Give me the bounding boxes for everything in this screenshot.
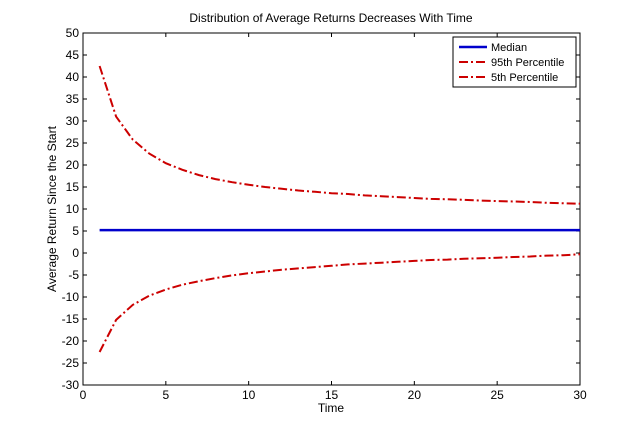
series-layer <box>98 65 581 353</box>
x-tick-label: 5 <box>162 388 169 402</box>
legend-label: 95th Percentile <box>491 57 564 69</box>
x-tick-label: 20 <box>408 388 422 402</box>
y-tick-label: 15 <box>66 180 80 194</box>
y-tick-label: 5 <box>72 224 79 238</box>
x-tick-label: 0 <box>80 388 87 402</box>
y-tick-label: 30 <box>66 114 80 128</box>
y-tick-label: 50 <box>66 26 80 40</box>
y-tick-label: -15 <box>62 312 80 326</box>
y-tick-label: 45 <box>66 48 80 62</box>
x-tick-label: 10 <box>242 388 256 402</box>
x-axis-label: Time <box>318 401 345 415</box>
legend-label: 5th Percentile <box>491 72 558 84</box>
legend-label: Median <box>491 42 527 54</box>
y-axis-ticks: -30 -25 -20 -15 -10 -5 0 5 10 15 20 25 30 35 40 45 50 <box>62 26 580 392</box>
x-axis-ticks: 0 5 10 15 20 25 30 <box>80 33 587 402</box>
chart-title: Distribution of Average Returns Decrease… <box>189 11 473 25</box>
y-tick-label: -25 <box>62 356 80 370</box>
series-line-95th-percentile <box>98 65 581 205</box>
x-tick-label: 25 <box>490 388 504 402</box>
y-tick-label: 40 <box>66 70 80 84</box>
y-tick-label: -30 <box>62 378 80 392</box>
legend: Median 95th Percentile 5th Percentile <box>452 36 577 88</box>
legend-box <box>452 36 577 88</box>
y-tick-label: 10 <box>66 202 80 216</box>
x-tick-label: 15 <box>325 388 339 402</box>
y-tick-label: -20 <box>62 334 80 348</box>
x-tick-label: 30 <box>573 388 587 402</box>
y-tick-label: -5 <box>68 268 79 282</box>
y-axis-label: Average Return Since the Start <box>45 125 59 292</box>
plot-area <box>82 32 581 386</box>
y-tick-label: 25 <box>66 136 80 150</box>
y-tick-label: 20 <box>66 158 80 172</box>
series-line-5th-percentile <box>98 253 581 353</box>
y-tick-label: -10 <box>62 290 80 304</box>
y-tick-label: 35 <box>66 92 80 106</box>
y-tick-label: 0 <box>72 246 79 260</box>
